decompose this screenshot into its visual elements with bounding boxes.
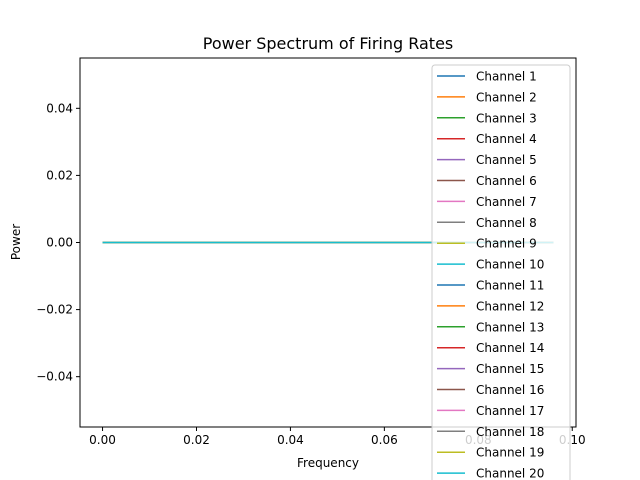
legend-label: Channel 11: [476, 279, 544, 293]
legend-item: Channel 14: [437, 341, 544, 355]
legend-label: Channel 13: [476, 320, 544, 334]
y-tick-label: 0.04: [46, 101, 73, 115]
chart-title: Power Spectrum of Firing Rates: [203, 34, 454, 53]
legend-item: Channel 11: [437, 279, 544, 293]
legend-item: Channel 3: [437, 111, 537, 125]
legend-label: Channel 14: [476, 341, 544, 355]
legend-label: Channel 6: [476, 174, 537, 188]
legend-label: Channel 16: [476, 383, 544, 397]
legend-item: Channel 8: [437, 216, 537, 230]
legend-label: Channel 4: [476, 132, 537, 146]
x-tick-label: 0.04: [277, 433, 304, 447]
legend-frame: [431, 64, 571, 480]
y-tick-label: 0.00: [46, 236, 73, 250]
legend-label: Channel 20: [476, 467, 544, 480]
y-axis-ticks: −0.04 −0.02 0.00 0.02 0.04: [36, 101, 80, 384]
legend-item: Channel 10: [437, 258, 544, 272]
legend-item: Channel 5: [437, 153, 537, 167]
legend-item: Channel 18: [437, 425, 544, 439]
legend-label: Channel 8: [476, 216, 537, 230]
legend-item: Channel 7: [437, 195, 537, 209]
x-axis-label: Frequency: [297, 456, 359, 470]
legend-item: Channel 15: [437, 362, 544, 376]
legend-item: Channel 16: [437, 383, 544, 397]
legend-item: Channel 1: [437, 70, 537, 84]
y-tick-label: −0.02: [36, 303, 73, 317]
legend-item: Channel 20: [437, 467, 544, 480]
legend-item: Channel 9: [437, 237, 537, 251]
legend-item: Channel 12: [437, 299, 544, 313]
y-tick-label: 0.02: [46, 168, 73, 182]
x-tick-label: 0.06: [371, 433, 398, 447]
legend-label: Channel 18: [476, 425, 544, 439]
legend-item: Channel 4: [437, 132, 537, 146]
legend-label: Channel 3: [476, 111, 537, 125]
legend-item: Channel 17: [437, 404, 544, 418]
y-axis-label: Power: [9, 224, 23, 260]
legend-item: Channel 19: [437, 446, 544, 460]
legend-label: Channel 1: [476, 70, 537, 84]
legend-label: Channel 2: [476, 90, 537, 104]
legend-label: Channel 17: [476, 404, 544, 418]
legend-label: Channel 5: [476, 153, 537, 167]
legend-label: Channel 10: [476, 258, 544, 272]
legend-label: Channel 15: [476, 362, 544, 376]
x-tick-label: 0.00: [89, 433, 116, 447]
legend-label: Channel 12: [476, 299, 544, 313]
legend-label: Channel 19: [476, 446, 544, 460]
x-tick-label: 0.02: [183, 433, 210, 447]
legend-item: Channel 2: [437, 90, 537, 104]
legend-item: Channel 6: [437, 174, 537, 188]
y-tick-label: −0.04: [36, 370, 73, 384]
legend-item: Channel 13: [437, 320, 544, 334]
legend-label: Channel 7: [476, 195, 537, 209]
legend: Channel 1 Channel 2 Channel 3 Channel 4 Chan…: [431, 64, 571, 480]
legend-label: Channel 9: [476, 237, 537, 251]
